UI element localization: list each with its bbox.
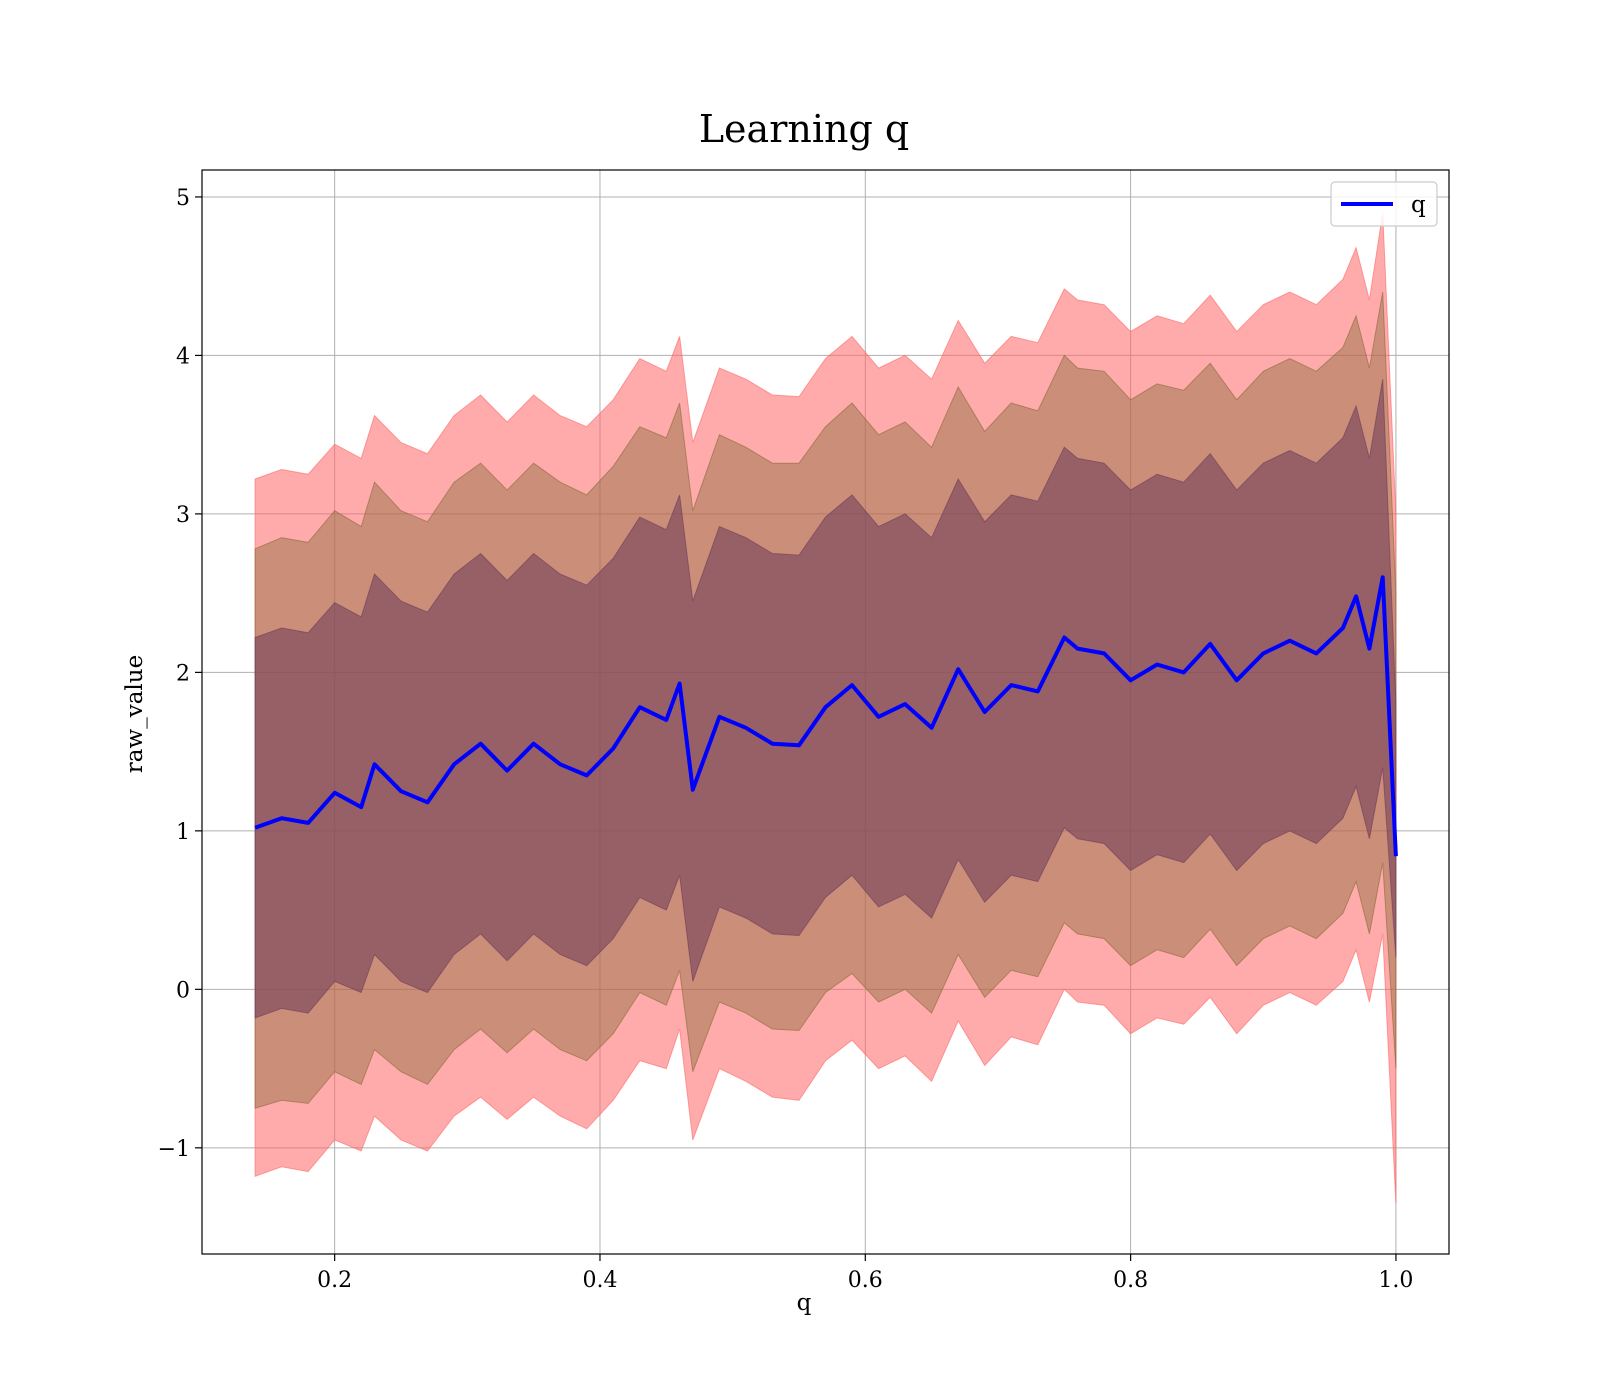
legend-label-q: q xyxy=(1411,192,1426,218)
x-tick-label: 0.8 xyxy=(1113,1268,1148,1293)
y-tick-label: 0 xyxy=(176,978,190,1003)
chart-title: Learning q xyxy=(699,107,909,151)
y-tick-label: 5 xyxy=(176,186,190,211)
y-tick-label: 3 xyxy=(176,503,190,528)
x-axis-label: q xyxy=(797,1290,812,1316)
y-tick-label: 2 xyxy=(176,661,190,686)
x-tick-label: 0.2 xyxy=(317,1268,352,1293)
y-tick-label: 4 xyxy=(176,344,190,369)
x-tick-label: 1.0 xyxy=(1378,1268,1413,1293)
series-line-q xyxy=(254,575,1398,857)
y-tick-label: −1 xyxy=(158,1137,190,1162)
band-inner xyxy=(254,379,1397,1019)
x-tick-label: 0.4 xyxy=(582,1268,617,1293)
x-tick-label: 0.6 xyxy=(848,1268,883,1293)
plot-area: 0.2 0.4 0.6 0.8 1.0 −1 0 1 2 3 4 5 q xyxy=(158,169,1450,1293)
y-tick-label: 1 xyxy=(176,820,190,845)
y-axis-label: raw_value xyxy=(122,655,148,773)
axes-frame xyxy=(201,169,1450,1255)
